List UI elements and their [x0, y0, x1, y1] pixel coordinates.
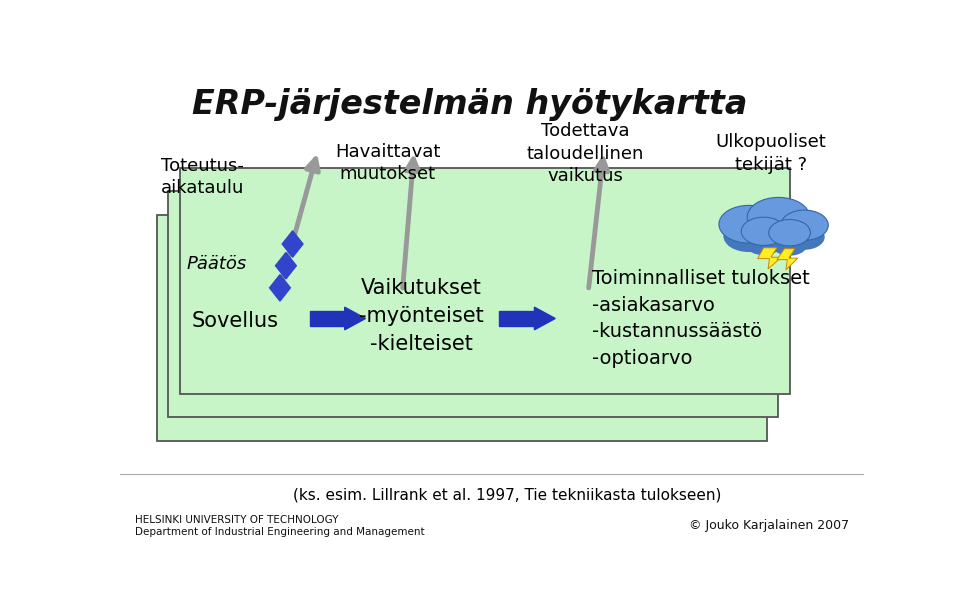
Polygon shape: [270, 275, 290, 301]
Circle shape: [752, 212, 805, 246]
Text: Havaittavat
muutokset: Havaittavat muutokset: [335, 143, 441, 183]
Circle shape: [769, 220, 810, 246]
Circle shape: [745, 231, 782, 255]
Text: Ulkopuoliset
tekijät ?: Ulkopuoliset tekijät ?: [715, 133, 827, 174]
Text: © Jouko Karjalainen 2007: © Jouko Karjalainen 2007: [689, 520, 849, 532]
Polygon shape: [282, 231, 303, 257]
Circle shape: [747, 198, 809, 237]
FancyBboxPatch shape: [157, 215, 767, 441]
Text: Toiminnalliset tulokset
-asiakasarvo
-kustannussäästö
-optioarvo: Toiminnalliset tulokset -asiakasarvo -ku…: [592, 269, 810, 368]
Polygon shape: [757, 248, 781, 269]
Text: Sovellus: Sovellus: [192, 311, 278, 331]
Circle shape: [741, 217, 786, 245]
Circle shape: [772, 233, 807, 256]
FancyBboxPatch shape: [168, 191, 779, 417]
Text: HELSINKI UNIVERSITY OF TECHNOLOGY
Department of Industrial Engineering and Manag: HELSINKI UNIVERSITY OF TECHNOLOGY Depart…: [134, 515, 424, 537]
Polygon shape: [777, 248, 798, 270]
Text: Toteutus-
aikataulu: Toteutus- aikataulu: [161, 157, 244, 197]
Circle shape: [780, 210, 828, 241]
Polygon shape: [276, 253, 297, 279]
Text: (ks. esim. Lillrank et al. 1997, Tie tekniikasta tulokseen): (ks. esim. Lillrank et al. 1997, Tie tek…: [293, 488, 721, 502]
Text: ERP-järjestelmän hyötykartta: ERP-järjestelmän hyötykartta: [192, 88, 748, 121]
Circle shape: [724, 220, 774, 252]
Bar: [499, 312, 535, 326]
Circle shape: [784, 224, 825, 250]
Text: Vaikutukset
-myönteiset
-kielteiset: Vaikutukset -myönteiset -kielteiset: [359, 278, 484, 354]
Polygon shape: [345, 307, 366, 330]
Text: Päätös: Päätös: [187, 255, 248, 274]
FancyBboxPatch shape: [180, 168, 789, 394]
Polygon shape: [535, 307, 555, 330]
Text: Todettava
taloudellinen
vaikutus: Todettava taloudellinen vaikutus: [526, 122, 644, 185]
Bar: [310, 312, 345, 326]
Circle shape: [719, 206, 779, 243]
